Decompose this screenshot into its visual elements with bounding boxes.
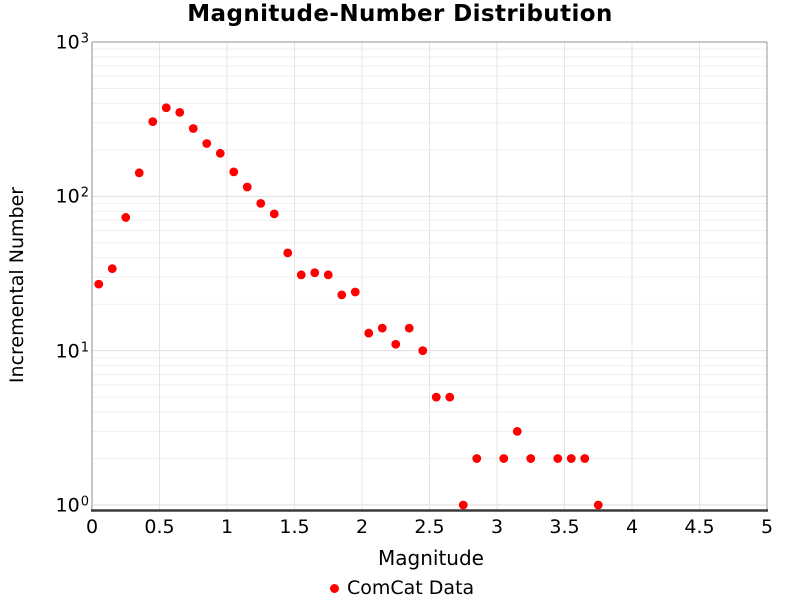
- legend: ComCat Data: [330, 577, 474, 599]
- y-tick-label: 102: [55, 185, 89, 208]
- data-point: [121, 213, 131, 222]
- x-tick-label: 1: [220, 516, 234, 538]
- x-tick-label: 1.5: [279, 516, 310, 538]
- data-point: [202, 139, 212, 148]
- data-point: [499, 454, 509, 463]
- data-point: [269, 209, 279, 219]
- y-tick-label: 103: [55, 31, 89, 54]
- legend-label: ComCat Data: [347, 577, 475, 599]
- x-axis-label: Magnitude: [378, 546, 484, 570]
- data-point: [256, 198, 266, 208]
- x-tick-label: 5: [760, 516, 774, 538]
- data-point: [148, 117, 158, 126]
- x-tick-label: 4: [625, 516, 639, 538]
- x-tick-label: 0: [85, 516, 99, 538]
- data-point: [580, 454, 590, 463]
- data-point: [134, 168, 144, 178]
- data-point: [107, 264, 117, 274]
- data-point: [242, 182, 252, 192]
- data-point: [391, 339, 401, 349]
- x-tick-label: 3: [490, 516, 504, 538]
- data-point: [175, 107, 185, 117]
- data-point: [512, 426, 522, 436]
- data-point: [418, 346, 428, 356]
- data-point: [283, 248, 293, 258]
- data-point: [377, 323, 387, 333]
- x-tick-label: 2.5: [414, 516, 445, 538]
- y-tick-label: 101: [55, 339, 89, 363]
- chart-title: Magnitude-Number Distribution: [187, 1, 613, 27]
- data-point: [526, 454, 536, 463]
- data-point: [323, 270, 333, 280]
- data-point: [229, 167, 239, 177]
- x-tick-label: 4.5: [684, 516, 715, 538]
- data-point: [431, 392, 441, 402]
- x-tick-label: 3.5: [549, 516, 580, 538]
- data-point: [566, 454, 576, 463]
- data-point: [161, 103, 171, 113]
- x-tick-label: 2: [355, 516, 369, 538]
- data-point: [215, 148, 225, 158]
- x-tick-label: 0.5: [144, 516, 175, 538]
- data-point: [472, 454, 482, 463]
- data-point: [296, 270, 306, 280]
- data-point: [445, 392, 455, 402]
- data-point: [94, 279, 104, 289]
- legend-marker-icon: [330, 583, 339, 593]
- data-point: [337, 290, 347, 300]
- data-point: [553, 454, 563, 463]
- data-point: [364, 328, 374, 338]
- data-point: [188, 124, 198, 133]
- data-point: [310, 268, 320, 278]
- y-tick-label: 100: [55, 494, 89, 517]
- data-point: [404, 323, 414, 333]
- data-point: [350, 287, 360, 297]
- data-point: [593, 500, 603, 510]
- data-point: [458, 500, 468, 510]
